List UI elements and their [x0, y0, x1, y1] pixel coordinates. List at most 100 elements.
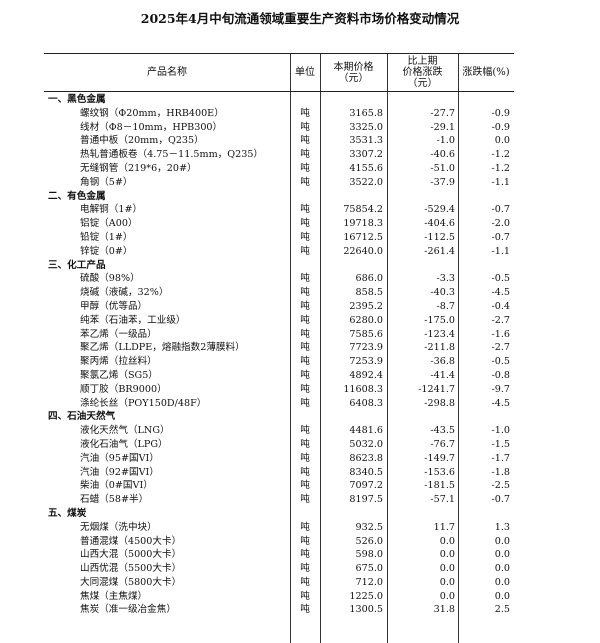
change-percent: -0.7: [491, 231, 511, 243]
unit: 吨: [300, 466, 310, 478]
table-row: 烧碱（液碱，32%） 吨 858.5 -40.3 -4.5: [44, 286, 514, 300]
table-row: 汽油（92#国VI） 吨 8340.5 -153.6 -1.8: [44, 466, 514, 480]
product-name: 液化石油气（LPG）: [80, 438, 168, 450]
price-change: -404.6: [424, 218, 455, 230]
table-row: 大同混煤（5800大卡） 吨 712.0 0.0 0.0: [44, 576, 514, 590]
product-name: 铝锭（A00）: [80, 218, 138, 230]
price-change: -40.6: [430, 149, 455, 161]
price-change: -43.5: [430, 425, 455, 437]
price-change: 31.8: [433, 604, 455, 616]
unit: 吨: [300, 300, 310, 312]
change-percent: -0.4: [491, 300, 511, 312]
price: 6408.3: [349, 397, 383, 409]
product-name: 焦炭（准一级冶金焦）: [80, 604, 176, 616]
change-percent: -1.8: [491, 466, 511, 478]
change-percent: 2.5: [494, 604, 510, 616]
price: 598.0: [355, 549, 383, 561]
table-row: 螺纹钢（Φ20mm，HRB400E） 吨 3165.8 -27.7 -0.9: [44, 107, 514, 121]
product-name: 顺丁胶（BR9000）: [80, 383, 167, 395]
price-change: -51.0: [430, 162, 455, 174]
product-name: 液化天然气（LNG）: [80, 425, 170, 437]
column-divider: [290, 53, 291, 643]
section-row: 二、有色金属: [44, 190, 514, 204]
price-change: -41.4: [430, 369, 455, 381]
price-change: -112.5: [424, 231, 455, 243]
price-change: -76.7: [430, 438, 455, 450]
table-row: 热轧普通板卷（4.75－11.5mm，Q235） 吨 3307.2 -40.6 …: [44, 148, 514, 162]
product-name: 聚丙烯（拉丝料）: [80, 356, 157, 368]
unit: 吨: [300, 121, 310, 133]
table-row: 线材（Φ8－10mm，HPB300） 吨 3325.0 -29.1 -0.9: [44, 121, 514, 135]
price-change: 0.0: [439, 549, 455, 561]
unit: 吨: [300, 314, 310, 326]
unit: 吨: [300, 273, 310, 285]
price-change: 0.0: [439, 576, 455, 588]
change-percent: -0.8: [491, 369, 511, 381]
table-row: 锌锭（0#） 吨 22640.0 -261.4 -1.1: [44, 245, 514, 259]
price-change: 0.0: [439, 590, 455, 602]
unit: 吨: [300, 604, 310, 616]
unit: 吨: [300, 563, 310, 575]
table-row: 电解铜（1#） 吨 75854.2 -529.4 -0.7: [44, 203, 514, 217]
column-divider: [320, 53, 321, 643]
change-percent: 0.0: [494, 549, 510, 561]
price: 4155.6: [349, 162, 383, 174]
header-name: 产品名称: [147, 67, 187, 78]
change-percent: -0.7: [491, 494, 511, 506]
price-table: 产品名称 单位 本期价格 （元） 比上期 价格涨跌 （元） 涨跌幅(%) 一、黑…: [44, 53, 514, 617]
table-body: 一、黑色金属 螺纹钢（Φ20mm，HRB400E） 吨 3165.8 -27.7 …: [44, 92, 514, 617]
table-row: 纯苯（石油苯，工业级） 吨 6280.0 -175.0 -2.7: [44, 314, 514, 328]
section-row: 四、石油天然气: [44, 410, 514, 424]
table-row: 甲醇（优等品） 吨 2395.2 -8.7 -0.4: [44, 300, 514, 314]
table-row: 聚丙烯（拉丝料） 吨 7253.9 -36.8 -0.5: [44, 355, 514, 369]
price: 1225.0: [349, 590, 383, 602]
price: 16712.5: [343, 231, 383, 243]
change-percent: -2.5: [491, 480, 511, 492]
change-percent: -0.9: [491, 107, 511, 119]
unit: 吨: [300, 231, 310, 243]
change-percent: -4.5: [491, 397, 511, 409]
product-name: 普通混煤（4500大卡）: [80, 535, 182, 547]
unit: 吨: [300, 356, 310, 368]
unit: 吨: [300, 287, 310, 299]
price-change: -27.7: [430, 107, 455, 119]
price: 19718.3: [343, 218, 383, 230]
page-title: 2025年4月中旬流通领域重要生产资料市场价格变动情况: [140, 11, 460, 26]
price-change: -298.8: [424, 397, 455, 409]
product-name: 角钢（5#）: [80, 176, 133, 188]
change-percent: 0.0: [494, 135, 510, 147]
price-change: -175.0: [424, 314, 455, 326]
price-change: -123.4: [424, 328, 455, 340]
change-percent: -9.7: [491, 383, 511, 395]
price: 712.0: [355, 576, 383, 588]
change-percent: -1.2: [491, 162, 511, 174]
price-change: -29.1: [430, 121, 455, 133]
table-row: 苯乙烯（一级品） 吨 7585.6 -123.4 -1.6: [44, 328, 514, 342]
price-change: -37.9: [430, 176, 455, 188]
product-name: 山西大混（5000大卡）: [80, 549, 182, 561]
price: 4892.4: [349, 369, 383, 381]
product-name: 柴油（0#国VI）: [80, 480, 153, 492]
unit: 吨: [300, 452, 310, 464]
price: 11608.3: [343, 383, 383, 395]
change-percent: 1.3: [494, 521, 510, 533]
table-row: 无缝钢管（219*6，20#） 吨 4155.6 -51.0 -1.2: [44, 162, 514, 176]
table-row: 涤纶长丝（POY150D/48F） 吨 6408.3 -298.8 -4.5: [44, 397, 514, 411]
header-unit: 单位: [295, 67, 315, 78]
table-row: 无烟煤（洗中块） 吨 932.5 11.7 1.3: [44, 521, 514, 535]
price-change: -8.7: [436, 300, 456, 312]
price: 2395.2: [349, 300, 383, 312]
product-name: 甲醇（优等品）: [80, 300, 148, 312]
price-change: -3.3: [436, 273, 456, 285]
table-row: 焦煤（主焦煤） 吨 1225.0 0.0 0.0: [44, 590, 514, 604]
table-row: 焦炭（准一级冶金焦） 吨 1300.5 31.8 2.5: [44, 603, 514, 617]
price-change: 11.7: [433, 521, 455, 533]
change-percent: -1.5: [491, 438, 511, 450]
unit: 吨: [300, 535, 310, 547]
change-percent: -1.6: [491, 328, 511, 340]
change-percent: -1.1: [491, 245, 511, 257]
change-percent: -0.5: [491, 273, 511, 285]
table-row: 液化石油气（LPG） 吨 5032.0 -76.7 -1.5: [44, 438, 514, 452]
table-row: 硫酸（98%） 吨 686.0 -3.3 -0.5: [44, 272, 514, 286]
unit: 吨: [300, 204, 310, 216]
